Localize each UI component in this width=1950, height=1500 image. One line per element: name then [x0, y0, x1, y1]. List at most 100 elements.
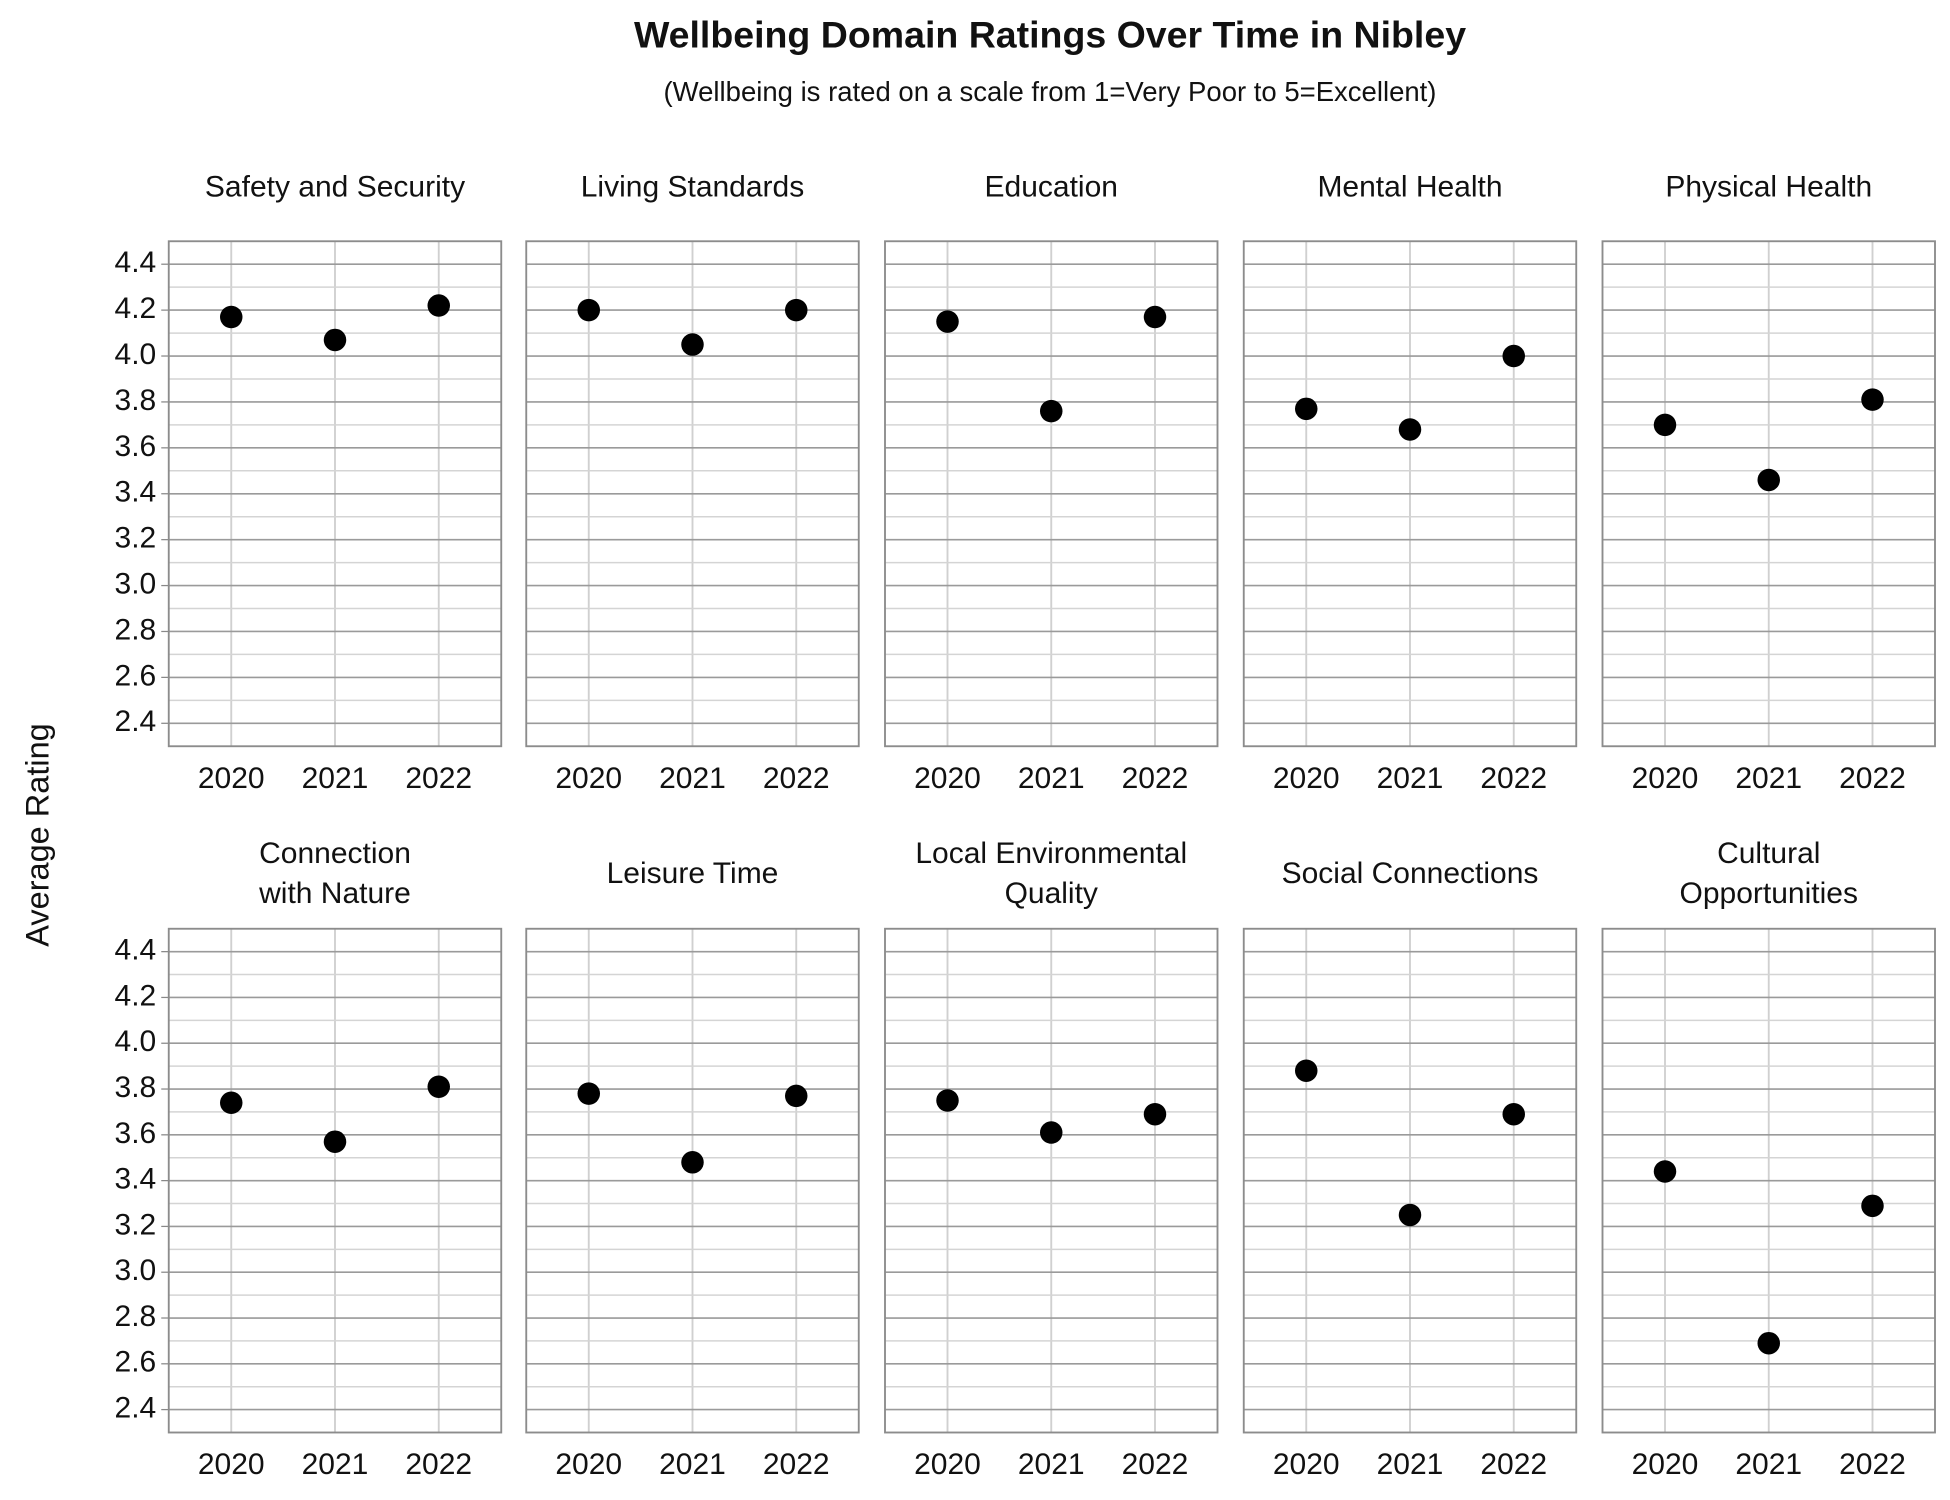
- x-tick-label: 2021: [1735, 762, 1802, 795]
- panel-title: Local Environmental: [915, 837, 1187, 870]
- x-tick-label: 2022: [763, 762, 830, 795]
- y-tick-label: 4.4: [115, 246, 157, 279]
- y-tick-label: 2.8: [115, 1300, 157, 1333]
- data-point: [936, 310, 959, 333]
- data-point: [1143, 1102, 1167, 1126]
- panel-title: with Nature: [258, 877, 411, 910]
- panel-title: Mental Health: [1317, 171, 1502, 204]
- y-tick-label: 2.4: [115, 1392, 157, 1425]
- y-tick-label: 4.2: [115, 979, 157, 1012]
- x-tick-label: 2020: [198, 1448, 265, 1481]
- y-tick-label: 2.8: [115, 613, 157, 646]
- data-point: [936, 1089, 959, 1112]
- x-tick-label: 2022: [1480, 1448, 1547, 1481]
- y-tick-label: 4.0: [115, 1025, 157, 1058]
- panel-frame: [1601, 240, 1936, 748]
- data-point: [427, 294, 450, 317]
- panel-title: Physical Health: [1665, 171, 1872, 204]
- x-tick-label: 2020: [914, 762, 981, 795]
- x-tick-label: 2021: [1377, 1448, 1444, 1481]
- data-point: [1398, 418, 1422, 441]
- y-tick-label: 4.0: [115, 338, 157, 371]
- data-point: [577, 298, 600, 322]
- panel-title: Living Standards: [581, 171, 804, 204]
- x-tick-label: 2020: [555, 762, 622, 795]
- x-tick-label: 2021: [659, 762, 726, 795]
- data-point: [1143, 305, 1167, 329]
- data-point: [323, 328, 347, 352]
- chart-title: Wellbeing Domain Ratings Over Time in Ni…: [634, 13, 1466, 55]
- data-point: [1861, 1194, 1884, 1218]
- panel-frame: [1601, 927, 1936, 1434]
- x-tick-label: 2020: [1632, 1448, 1699, 1481]
- data-point: [1653, 413, 1677, 437]
- data-point: [1757, 1331, 1780, 1355]
- data-point: [1295, 1059, 1318, 1082]
- panel-frame: [884, 927, 1219, 1434]
- data-point: [427, 1075, 450, 1098]
- x-tick-label: 2021: [1018, 1448, 1085, 1481]
- x-tick-label: 2022: [1480, 762, 1547, 795]
- data-point: [1653, 1160, 1677, 1183]
- y-tick-label: 3.2: [115, 1208, 157, 1241]
- data-point: [323, 1130, 347, 1153]
- x-tick-label: 2022: [763, 1448, 830, 1481]
- data-point: [220, 305, 243, 329]
- x-tick-label: 2020: [198, 762, 265, 795]
- x-tick-label: 2021: [659, 1448, 726, 1481]
- y-tick-label: 3.0: [115, 567, 157, 600]
- y-tick-label: 3.0: [115, 1254, 157, 1287]
- y-tick-label: 4.4: [115, 934, 157, 967]
- data-point: [1502, 344, 1525, 368]
- y-tick-label: 2.4: [115, 705, 157, 738]
- x-tick-label: 2022: [405, 762, 472, 795]
- x-tick-label: 2020: [1273, 1448, 1340, 1481]
- panel-title: Opportunities: [1680, 877, 1858, 910]
- y-tick-label: 3.4: [115, 476, 157, 509]
- data-point: [681, 333, 704, 356]
- panel-frame: [884, 240, 1219, 748]
- panel-frame: [1242, 927, 1578, 1434]
- y-tick-label: 4.2: [115, 292, 157, 325]
- x-tick-label: 2020: [555, 1448, 622, 1481]
- x-tick-label: 2022: [1122, 1448, 1189, 1481]
- data-point: [1861, 388, 1884, 411]
- x-tick-label: 2020: [1273, 762, 1340, 795]
- panel-title: Cultural: [1717, 837, 1820, 870]
- x-tick-label: 2021: [1018, 762, 1085, 795]
- panel-frame: [167, 927, 503, 1434]
- x-tick-label: 2020: [914, 1448, 981, 1481]
- x-tick-label: 2022: [1839, 762, 1906, 795]
- panel-frame: [525, 927, 860, 1434]
- data-point: [220, 1091, 243, 1115]
- data-point: [1039, 1121, 1063, 1144]
- panel-title: Quality: [1005, 877, 1098, 910]
- x-tick-label: 2021: [302, 1448, 369, 1481]
- y-tick-label: 3.6: [115, 430, 157, 463]
- y-tick-label: 2.6: [115, 1346, 157, 1379]
- data-point: [1502, 1102, 1525, 1126]
- panel-title: Connection: [259, 837, 411, 870]
- y-tick-label: 3.8: [115, 384, 157, 417]
- y-tick-label: 3.2: [115, 522, 157, 555]
- x-tick-label: 2021: [302, 762, 369, 795]
- panel-title: Social Connections: [1282, 857, 1539, 890]
- data-point: [577, 1082, 600, 1105]
- data-point: [784, 1084, 808, 1108]
- panel-frame: [1242, 240, 1578, 748]
- y-tick-label: 3.4: [115, 1163, 157, 1196]
- panel-frame: [167, 240, 503, 748]
- y-tick-label: 3.6: [115, 1117, 157, 1150]
- panel-title: Education: [985, 171, 1118, 204]
- y-tick-label: 3.8: [115, 1071, 157, 1104]
- panel-frame: [525, 240, 860, 748]
- x-tick-label: 2022: [405, 1448, 472, 1481]
- panel-title: Leisure Time: [607, 857, 779, 890]
- x-tick-label: 2022: [1122, 762, 1189, 795]
- x-tick-label: 2021: [1735, 1448, 1802, 1481]
- data-point: [1757, 468, 1780, 492]
- x-tick-label: 2020: [1632, 762, 1699, 795]
- data-point: [681, 1151, 704, 1174]
